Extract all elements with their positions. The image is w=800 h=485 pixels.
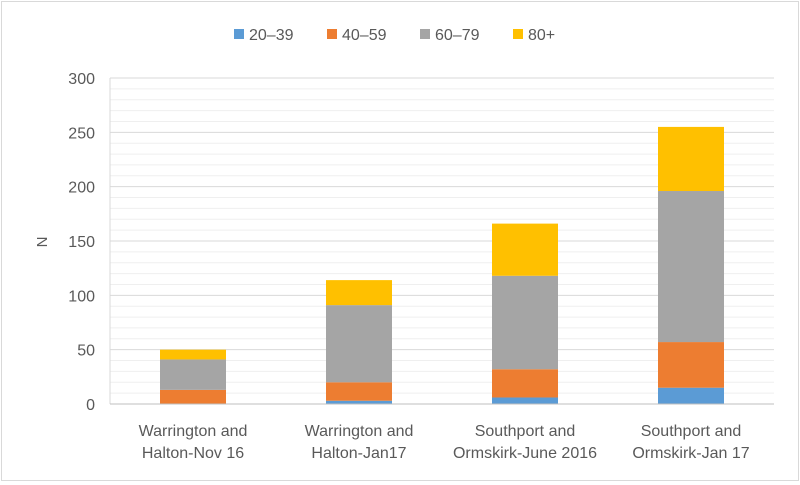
bar-segment-3-cat-2 xyxy=(326,305,392,383)
y-tick-label: 150 xyxy=(68,234,95,251)
bar-segment-3-cat-4 xyxy=(658,191,724,343)
x-tick-label: Warrington and xyxy=(139,423,248,440)
bars xyxy=(160,126,724,404)
bar-segment-2-cat-4 xyxy=(658,342,724,388)
x-tick-label: Ormskirk-Jan 17 xyxy=(632,445,749,462)
legend: 20–39 40–59 60–79 80+ xyxy=(234,27,555,44)
bar-segment-2-cat-1 xyxy=(160,389,226,404)
y-axis-label: N xyxy=(34,237,51,248)
legend-swatch xyxy=(234,29,244,39)
legend-label: 80+ xyxy=(528,27,555,44)
legend-label: 40–59 xyxy=(342,27,387,44)
bar-segment-3-cat-1 xyxy=(160,359,226,390)
axes xyxy=(109,78,774,405)
bar-segment-3-cat-3 xyxy=(492,275,558,370)
y-tick-label: 50 xyxy=(77,343,95,360)
bar-segment-4-cat-3 xyxy=(492,223,558,276)
bar-segment-1-cat-3 xyxy=(492,397,558,404)
x-tick-label: Southport and xyxy=(475,423,576,440)
y-tick-label: 300 xyxy=(68,71,95,88)
y-tick-label: 200 xyxy=(68,180,95,197)
x-tick-label: Halton-Nov 16 xyxy=(142,445,244,462)
x-tick-label: Halton-Jan17 xyxy=(311,445,406,462)
bar-segment-1-cat-4 xyxy=(658,387,724,404)
y-tick-label: 100 xyxy=(68,288,95,305)
bar-segment-1-cat-2 xyxy=(326,400,392,404)
y-tick-labels: 0 50 100 150 200 250 300 xyxy=(68,71,95,414)
bar-segment-2-cat-2 xyxy=(326,382,392,401)
bar-segment-4-cat-1 xyxy=(160,349,226,360)
y-tick-label: 250 xyxy=(68,125,95,142)
x-tick-label: Warrington and xyxy=(305,423,414,440)
legend-label: 20–39 xyxy=(249,27,294,44)
legend-label: 60–79 xyxy=(435,27,480,44)
bar-segment-4-cat-4 xyxy=(658,126,724,192)
legend-swatch xyxy=(420,29,430,39)
x-tick-labels: Warrington and Halton-Nov 16 Warrington an… xyxy=(139,423,750,462)
bar-segment-4-cat-2 xyxy=(326,280,392,306)
y-tick-label: 0 xyxy=(86,397,95,414)
x-tick-label: Southport and xyxy=(641,423,742,440)
legend-swatch xyxy=(327,29,337,39)
x-tick-label: Ormskirk-June 2016 xyxy=(453,445,597,462)
bar-segment-2-cat-3 xyxy=(492,369,558,398)
legend-swatch xyxy=(513,29,523,39)
